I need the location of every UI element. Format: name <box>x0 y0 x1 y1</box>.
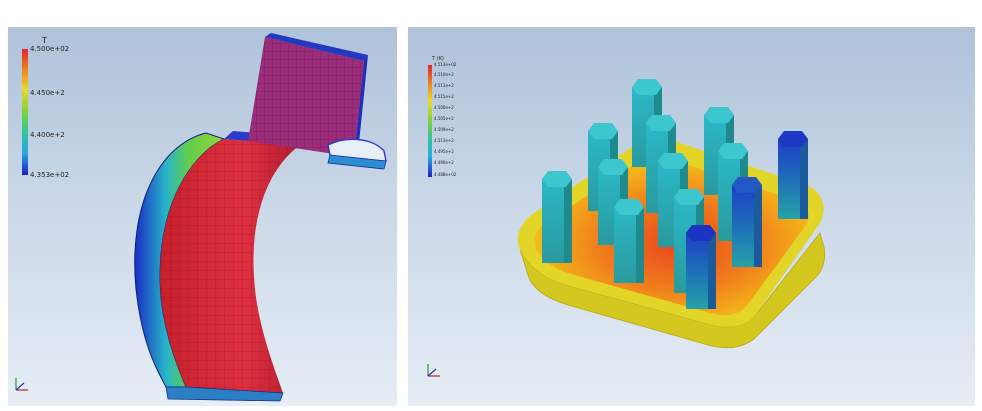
pin-fins <box>542 79 808 309</box>
left-legend-label-1: 4.450e+2 <box>30 89 65 97</box>
left-legend-label-0: 4.500e+02 <box>30 45 70 53</box>
axis-triad-icon <box>15 378 28 391</box>
right-legend-label-8: 4.495e+2 <box>434 149 454 154</box>
left-legend: T 4.500e+02 4.450e+2 4.400e+2 4.353e+02 <box>20 33 100 193</box>
right-legend-label-2: 4.511e+2 <box>434 83 454 88</box>
right-legend-label-5: 4.505e+2 <box>434 116 454 121</box>
right-legend-label-9: 4.490e+2 <box>434 160 454 165</box>
left-viewport[interactable]: T 4.500e+02 4.450e+2 4.400e+2 4.353e+02 <box>8 27 397 406</box>
curved-shell-model <box>134 33 387 402</box>
right-legend: T (K) 4.513e+02 4.510e+2 4.511e+2 4.515e… <box>422 57 502 187</box>
right-legend-label-10: 4.488e+02 <box>434 172 457 177</box>
heat-sink-model <box>517 79 826 349</box>
right-colorbar <box>428 65 432 177</box>
right-legend-label-4: 4.500e+2 <box>434 105 454 110</box>
axis-triad-icon <box>427 364 440 377</box>
right-legend-label-1: 4.510e+2 <box>434 72 454 77</box>
right-legend-label-0: 4.513e+02 <box>434 62 457 67</box>
left-colorbar <box>22 49 28 175</box>
right-viewport[interactable]: T (K) 4.513e+02 4.510e+2 4.511e+2 4.515e… <box>408 27 975 406</box>
right-legend-label-7: 4.513e+2 <box>434 138 454 143</box>
right-legend-label-3: 4.515e+2 <box>434 94 454 99</box>
left-legend-label-2: 4.400e+2 <box>30 131 65 139</box>
right-legend-label-6: 4.509e+2 <box>434 127 454 132</box>
right-legend-title: T (K) <box>432 56 444 62</box>
left-legend-title: T <box>42 36 47 45</box>
left-legend-label-3: 4.353e+02 <box>30 171 70 179</box>
